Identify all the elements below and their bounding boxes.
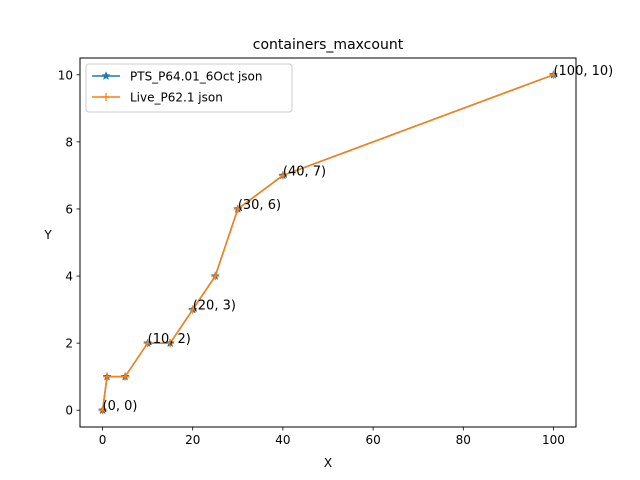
data-annotation: (0, 0) bbox=[103, 399, 138, 414]
series-2-point bbox=[98, 406, 107, 415]
y-axis-label: Y bbox=[43, 228, 52, 242]
series-2-point bbox=[188, 305, 197, 314]
series-2-point bbox=[103, 372, 112, 381]
x-tick-label: 60 bbox=[365, 433, 380, 447]
series-2-point bbox=[278, 171, 287, 180]
legend-label: Live_P62.1 json bbox=[130, 91, 223, 105]
data-annotation: (20, 3) bbox=[193, 299, 236, 314]
x-axis-label: X bbox=[324, 456, 332, 470]
series-2-point bbox=[121, 372, 130, 381]
series-2-point bbox=[166, 339, 175, 348]
series-line-1 bbox=[101, 74, 554, 411]
data-annotation: (30, 6) bbox=[238, 198, 281, 213]
chart-title: containers_maxcount bbox=[253, 37, 404, 53]
series-2-point bbox=[549, 70, 558, 79]
legend-marker bbox=[102, 93, 110, 101]
x-tick-label: 0 bbox=[99, 433, 107, 447]
axes-frame bbox=[79, 57, 577, 428]
legend-marker bbox=[101, 71, 111, 80]
x-tick-label: 80 bbox=[456, 433, 471, 447]
y-tick-label: 10 bbox=[58, 68, 73, 82]
x-tick-label: 40 bbox=[275, 433, 290, 447]
y-tick-label: 0 bbox=[65, 404, 73, 418]
y-axis-ticks: 0 2 4 6 8 10 bbox=[58, 68, 80, 418]
series-2-point bbox=[233, 204, 242, 213]
legend-box bbox=[85, 63, 293, 113]
data-annotation: (40, 7) bbox=[283, 164, 326, 179]
series-2-point bbox=[211, 272, 220, 281]
plot-area: (0, 0) (10, 2) (20, 3) (30, 6) (40, 7) (100, … bbox=[97, 64, 613, 415]
x-tick-label: 100 bbox=[542, 433, 565, 447]
y-tick-label: 2 bbox=[65, 337, 73, 351]
legend-label: PTS_P64.01_6Oct json bbox=[130, 70, 263, 84]
data-annotation: (10, 2) bbox=[148, 332, 191, 347]
y-tick-label: 4 bbox=[65, 270, 73, 284]
legend: PTS_P64.01_6Oct json Live_P62.1 json bbox=[85, 63, 293, 113]
x-axis-ticks: 0 20 40 60 80 100 bbox=[99, 427, 565, 447]
y-tick-label: 8 bbox=[65, 135, 73, 149]
series-2-point bbox=[143, 339, 152, 348]
series-line-2 bbox=[101, 74, 554, 411]
y-tick-label: 6 bbox=[65, 202, 73, 216]
data-annotation: (100, 10) bbox=[553, 64, 613, 79]
x-tick-label: 20 bbox=[185, 433, 200, 447]
